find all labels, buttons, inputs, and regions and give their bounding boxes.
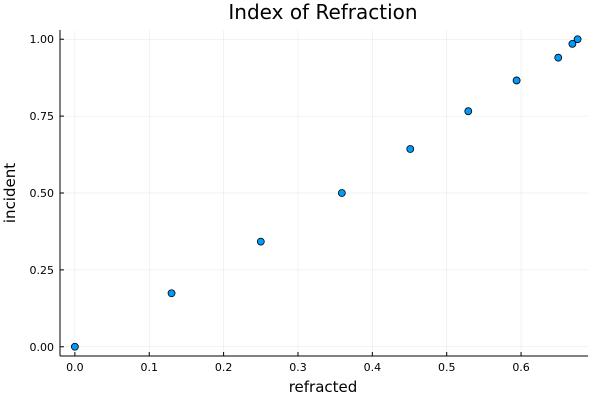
x-tick-label: 0.6	[512, 361, 530, 374]
y-axis-ticks: 0.00 0.25 0.50 0.75 1.00	[30, 33, 64, 354]
y-tick-label: 1.00	[30, 33, 55, 46]
data-point	[337, 189, 346, 197]
y-tick-label: 0.75	[30, 110, 55, 123]
x-axis-ticks: 0.0 0.1 0.2 0.3 0.4 0.5 0.6	[66, 352, 530, 374]
data-point	[464, 107, 473, 116]
data-point	[554, 53, 563, 62]
x-axis-label: refracted	[289, 378, 358, 396]
data-point	[568, 39, 577, 48]
x-tick-label: 0.0	[66, 361, 84, 374]
y-axis-label: incident	[1, 163, 19, 223]
data-point	[406, 145, 415, 153]
data-point	[573, 35, 582, 44]
x-tick-label: 0.5	[438, 361, 456, 374]
x-tick-label: 0.3	[289, 361, 307, 374]
data-point	[167, 289, 176, 298]
y-tick-label: 0.00	[30, 341, 55, 354]
data-point	[70, 342, 79, 351]
x-tick-label: 0.4	[364, 361, 382, 374]
chart-title: Index of Refraction	[228, 0, 417, 24]
data-points	[70, 35, 582, 351]
x-tick-label: 0.1	[140, 361, 158, 374]
data-point	[512, 76, 521, 85]
x-tick-label: 0.2	[215, 361, 233, 374]
data-point	[256, 237, 265, 246]
y-tick-label: 0.25	[30, 264, 55, 277]
y-tick-label: 0.50	[30, 187, 55, 200]
grid-lines	[60, 30, 588, 356]
